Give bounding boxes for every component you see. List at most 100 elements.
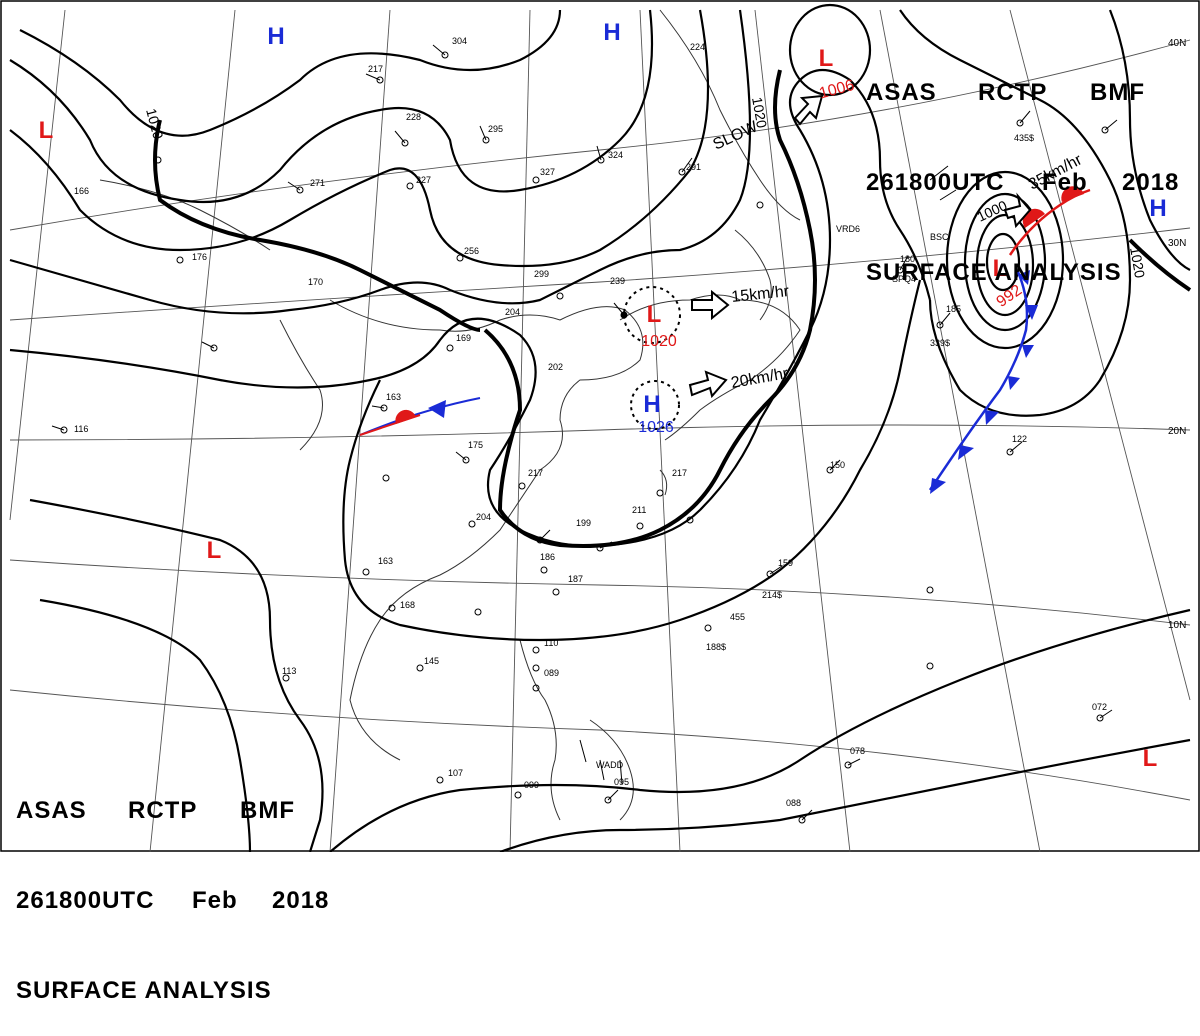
header-bottom-source: ASAS xyxy=(16,797,87,824)
svg-text:170: 170 xyxy=(308,277,323,287)
svg-text:110: 110 xyxy=(544,638,558,648)
header-bottom-time: 261800UTC xyxy=(16,887,155,914)
svg-text:113: 113 xyxy=(282,666,296,676)
lat-label-10n: 10N xyxy=(1168,620,1186,631)
dotted-centers xyxy=(623,286,681,430)
svg-text:089: 089 xyxy=(544,668,559,678)
station-markers xyxy=(60,51,1109,824)
station-labels: 304 217 228 295 324 327 271 227 291 224 … xyxy=(74,36,1107,808)
svg-text:304: 304 xyxy=(452,36,467,46)
low-center-e: L xyxy=(207,537,222,564)
svg-text:291: 291 xyxy=(686,162,701,172)
svg-text:188$: 188$ xyxy=(706,642,726,652)
svg-text:VRD6: VRD6 xyxy=(836,224,860,234)
isobars xyxy=(9,9,1191,852)
svg-text:168: 168 xyxy=(400,600,415,610)
svg-text:224: 224 xyxy=(690,42,705,52)
motion-arrows xyxy=(688,94,1032,399)
svg-text:145: 145 xyxy=(424,656,439,666)
high-center-a: H xyxy=(267,23,284,50)
header-top-time: 261800UTC xyxy=(866,169,1005,196)
svg-text:202: 202 xyxy=(548,362,563,372)
svg-text:166: 166 xyxy=(74,186,89,196)
svg-text:271: 271 xyxy=(310,178,325,188)
header-top: ASAS RCTP BMF 261800UTC Feb 2018 SURFACE… xyxy=(866,18,1179,318)
svg-text:150: 150 xyxy=(830,460,845,470)
svg-text:228: 228 xyxy=(406,112,421,122)
svg-text:122: 122 xyxy=(1012,434,1027,444)
latitude-labels: 40N 30N 20N 10N xyxy=(1168,38,1186,631)
high-center-d: H xyxy=(643,391,660,418)
svg-text:435$: 435$ xyxy=(1014,133,1034,143)
isobar-label-3: 1020 xyxy=(1127,246,1148,280)
header-bottom-line2: 261800UTC Feb 2018 xyxy=(16,886,329,916)
latitude-grid xyxy=(9,39,1191,801)
low-center-a: L xyxy=(819,45,834,72)
header-top-line2: 261800UTC Feb 2018 xyxy=(866,168,1179,198)
svg-text:SPQ4: SPQ4 xyxy=(892,274,916,284)
low-center-f: L xyxy=(1143,745,1158,772)
svg-text:072: 072 xyxy=(1092,702,1107,712)
header-top-title: SURFACE ANALYSIS xyxy=(866,259,1122,286)
header-bottom-title: SURFACE ANALYSIS xyxy=(16,977,272,1004)
svg-text:455: 455 xyxy=(730,612,745,622)
svg-text:227: 227 xyxy=(416,175,431,185)
header-bottom: ASAS RCTP BMF 261800UTC Feb 2018 SURFACE… xyxy=(16,736,329,1036)
svg-text:256: 256 xyxy=(464,246,479,256)
header-top-line1: ASAS RCTP BMF xyxy=(866,78,1179,108)
svg-text:327: 327 xyxy=(540,167,555,177)
longitude-grid xyxy=(9,9,1191,852)
header-top-source: ASAS xyxy=(866,79,937,106)
low-center-isobars xyxy=(788,3,1065,350)
arrow-15kmhr xyxy=(691,289,730,321)
svg-text:163: 163 xyxy=(386,392,401,402)
header-top-station: RCTP xyxy=(978,79,1048,106)
svg-text:204: 204 xyxy=(476,512,491,522)
arrow-slow xyxy=(793,94,824,126)
header-top-agency: BMF xyxy=(1090,79,1145,106)
svg-text:BSC: BSC xyxy=(930,232,949,242)
surface-analysis-map: H H H H L L L L L L 1006 1020 992 1026 1… xyxy=(0,0,1200,852)
svg-text:295: 295 xyxy=(488,124,503,134)
high-center-b: H xyxy=(603,19,620,46)
header-bottom-agency: BMF xyxy=(240,797,295,824)
svg-text:217: 217 xyxy=(528,468,543,478)
svg-text:176: 176 xyxy=(192,252,207,262)
svg-text:324: 324 xyxy=(608,150,623,160)
low-center-c: L xyxy=(647,301,662,328)
svg-text:180: 180 xyxy=(900,254,915,264)
svg-text:078: 078 xyxy=(850,746,865,756)
svg-text:116: 116 xyxy=(74,424,88,434)
header-top-year: 2018 xyxy=(1122,169,1180,196)
pressure-value-1026: 1026 xyxy=(638,419,674,436)
svg-text:107: 107 xyxy=(448,768,463,778)
arrow-20kmhr xyxy=(688,370,728,399)
svg-text:239: 239 xyxy=(610,276,625,286)
svg-text:187: 187 xyxy=(568,574,583,584)
svg-text:099: 099 xyxy=(524,780,539,790)
header-bottom-year: 2018 xyxy=(272,887,330,914)
svg-text:217: 217 xyxy=(672,468,687,478)
warm-front xyxy=(359,186,1091,436)
svg-text:WADD: WADD xyxy=(596,760,624,770)
thick-isobars xyxy=(153,69,1192,548)
isobar-label-1: 1020 xyxy=(143,107,167,141)
svg-text:159: 159 xyxy=(778,558,793,568)
motion-label-15kmhr: 15km/hr xyxy=(731,283,791,306)
svg-text:339$: 339$ xyxy=(930,338,950,348)
header-bottom-line1: ASAS RCTP BMF xyxy=(16,796,329,826)
header-bottom-month: Feb xyxy=(192,887,238,914)
svg-text:199: 199 xyxy=(576,518,591,528)
svg-text:185: 185 xyxy=(946,304,961,314)
lat-label-40n: 40N xyxy=(1168,38,1186,49)
pressure-centers: H H H H L L L L L L xyxy=(39,19,1167,772)
svg-text:175: 175 xyxy=(468,440,483,450)
svg-text:217: 217 xyxy=(368,64,383,74)
isobar-label-2: 1020 xyxy=(749,96,770,130)
arrow-35kmhr xyxy=(1003,192,1032,229)
high-center-c: H xyxy=(1149,195,1166,222)
svg-text:095: 095 xyxy=(614,777,629,787)
svg-text:088: 088 xyxy=(786,798,801,808)
svg-text:299: 299 xyxy=(534,269,549,279)
svg-text:186: 186 xyxy=(540,552,555,562)
